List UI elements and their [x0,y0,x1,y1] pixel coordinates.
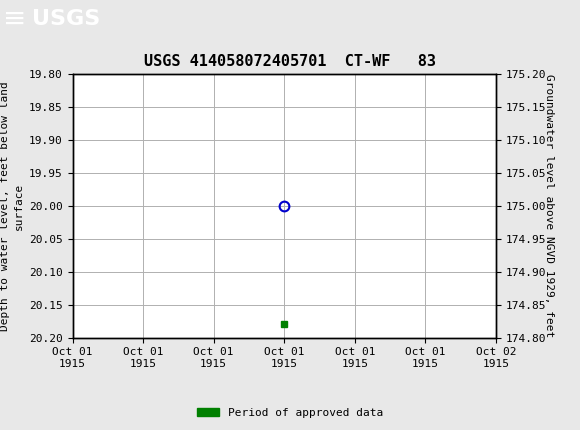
Legend: Period of approved data: Period of approved data [193,403,387,422]
Text: ≡: ≡ [3,5,26,33]
Text: USGS 414058072405701  CT-WF   83: USGS 414058072405701 CT-WF 83 [144,54,436,69]
Text: USGS: USGS [32,9,100,29]
Y-axis label: Depth to water level, feet below land
surface: Depth to water level, feet below land su… [0,81,23,331]
Y-axis label: Groundwater level above NGVD 1929, feet: Groundwater level above NGVD 1929, feet [545,74,554,338]
